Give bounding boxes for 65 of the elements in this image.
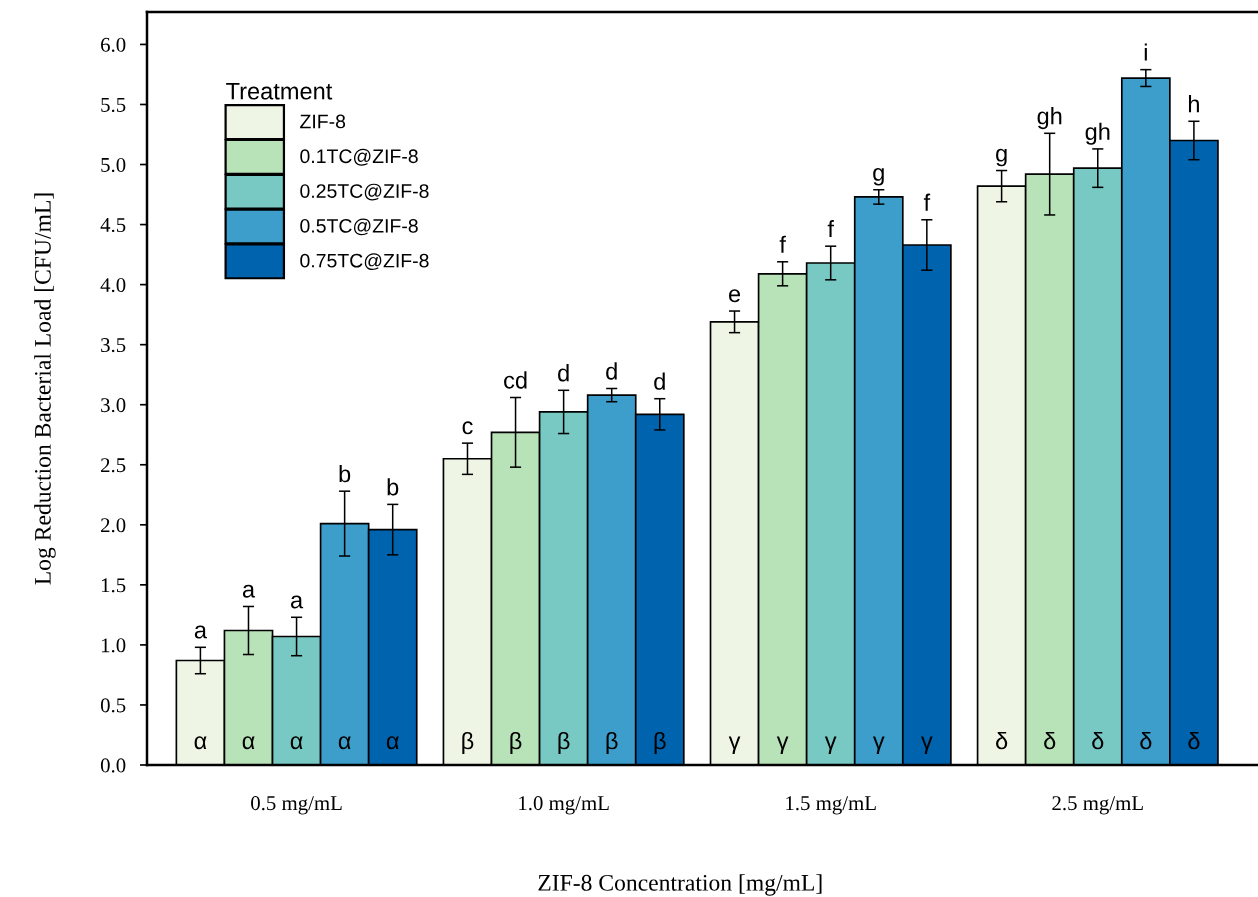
legend-label: ZIF-8 (300, 114, 346, 129)
annotation: f (779, 235, 786, 253)
annotation: γ (921, 736, 933, 754)
annotation: β (654, 731, 666, 754)
annotation: β (462, 731, 474, 754)
annotation: i (1144, 43, 1147, 61)
annotation: β (558, 731, 570, 754)
x-tick-label: 1.5 mg/mL (786, 796, 876, 815)
annotation: e (728, 289, 741, 303)
legend-label: 0.75TC@ZIF-8 (300, 253, 429, 271)
y-tick-label: 3.5 (101, 338, 126, 353)
annotation: a (194, 625, 207, 639)
annotation: d (606, 362, 617, 380)
y-tick-label: 5.0 (101, 157, 126, 173)
y-tick-label: 2.5 (101, 458, 126, 473)
annotation: f (923, 193, 931, 211)
annotation: β (510, 731, 522, 754)
y-tick-label: 2.0 (101, 518, 126, 533)
annotation: g (873, 168, 884, 186)
annotation: f (827, 220, 835, 238)
annotation: δ (1188, 731, 1200, 750)
y-tick-label: 6.0 (101, 37, 126, 52)
y-tick-label: 5.5 (101, 98, 126, 112)
y-tick-label: 1.0 (101, 638, 126, 653)
legend-label: 0.25TC@ZIF-8 (300, 183, 429, 201)
annotation: b (387, 478, 399, 496)
x-tick-label: 2.5 mg/mL (1052, 796, 1143, 815)
annotation: d (558, 364, 569, 382)
annotation: δ (1092, 731, 1104, 750)
annotation: d (654, 372, 665, 390)
y-tick-label: 3.0 (101, 398, 126, 413)
annotation: β (606, 731, 618, 754)
annotation: δ (1044, 731, 1056, 750)
annotation: δ (1140, 731, 1152, 750)
annotation: γ (872, 736, 885, 754)
y-tick-label: 1.5 (101, 578, 126, 593)
annotation: α (242, 736, 255, 750)
legend-title: Treatment (226, 83, 333, 100)
annotation: δ (996, 731, 1008, 750)
annotation: cd (504, 371, 527, 389)
annotation: g (996, 148, 1007, 167)
y-tick-label: 0.5 (100, 698, 126, 713)
y-tick-label: 4.5 (100, 218, 126, 233)
annotation: α (194, 736, 207, 750)
y-tick-label: 4.0 (100, 277, 126, 293)
y-axis-title: Log Reduction Bacterial Load [CFU/mL] (34, 193, 56, 585)
annotation: a (242, 584, 256, 598)
x-tick-label: 1.0 mg/mL (519, 796, 609, 815)
annotation: α (290, 736, 303, 750)
y-tick-label: 0.0 (100, 758, 126, 773)
annotation: γ (728, 736, 741, 754)
annotation: gh (1037, 107, 1062, 130)
annotation: γ (776, 736, 789, 754)
annotation: c (462, 421, 473, 435)
legend-label: 0.5TC@ZIF-8 (300, 218, 418, 236)
x-axis-title: ZIF-8 Concentration [mg/mL] (538, 874, 822, 896)
annotation: gh (1085, 122, 1110, 145)
annotation: b (339, 465, 351, 483)
x-tick-label: 0.5 mg/mL (251, 796, 342, 815)
annotation: α (338, 736, 351, 750)
annotation: a (291, 595, 304, 609)
annotation: γ (824, 736, 837, 754)
annotation: h (1188, 95, 1199, 113)
annotation: α (386, 736, 399, 750)
legend-label: 0.1TC@ZIF-8 (300, 148, 418, 166)
